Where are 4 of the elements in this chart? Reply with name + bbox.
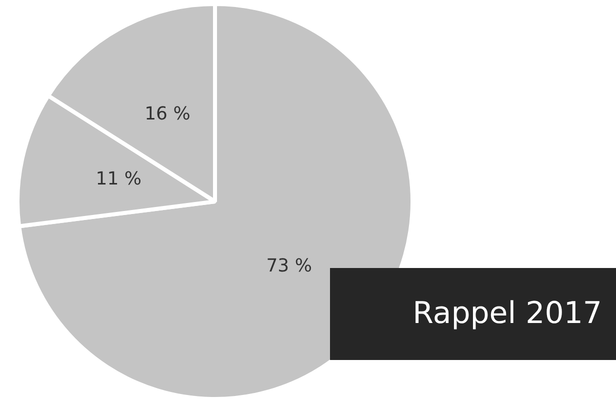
data-label: 11 % bbox=[96, 168, 142, 190]
text: Rappel 2017 bbox=[330, 268, 616, 360]
data-label: 16 % bbox=[144, 104, 190, 125]
data-label: 73 % bbox=[266, 255, 312, 276]
